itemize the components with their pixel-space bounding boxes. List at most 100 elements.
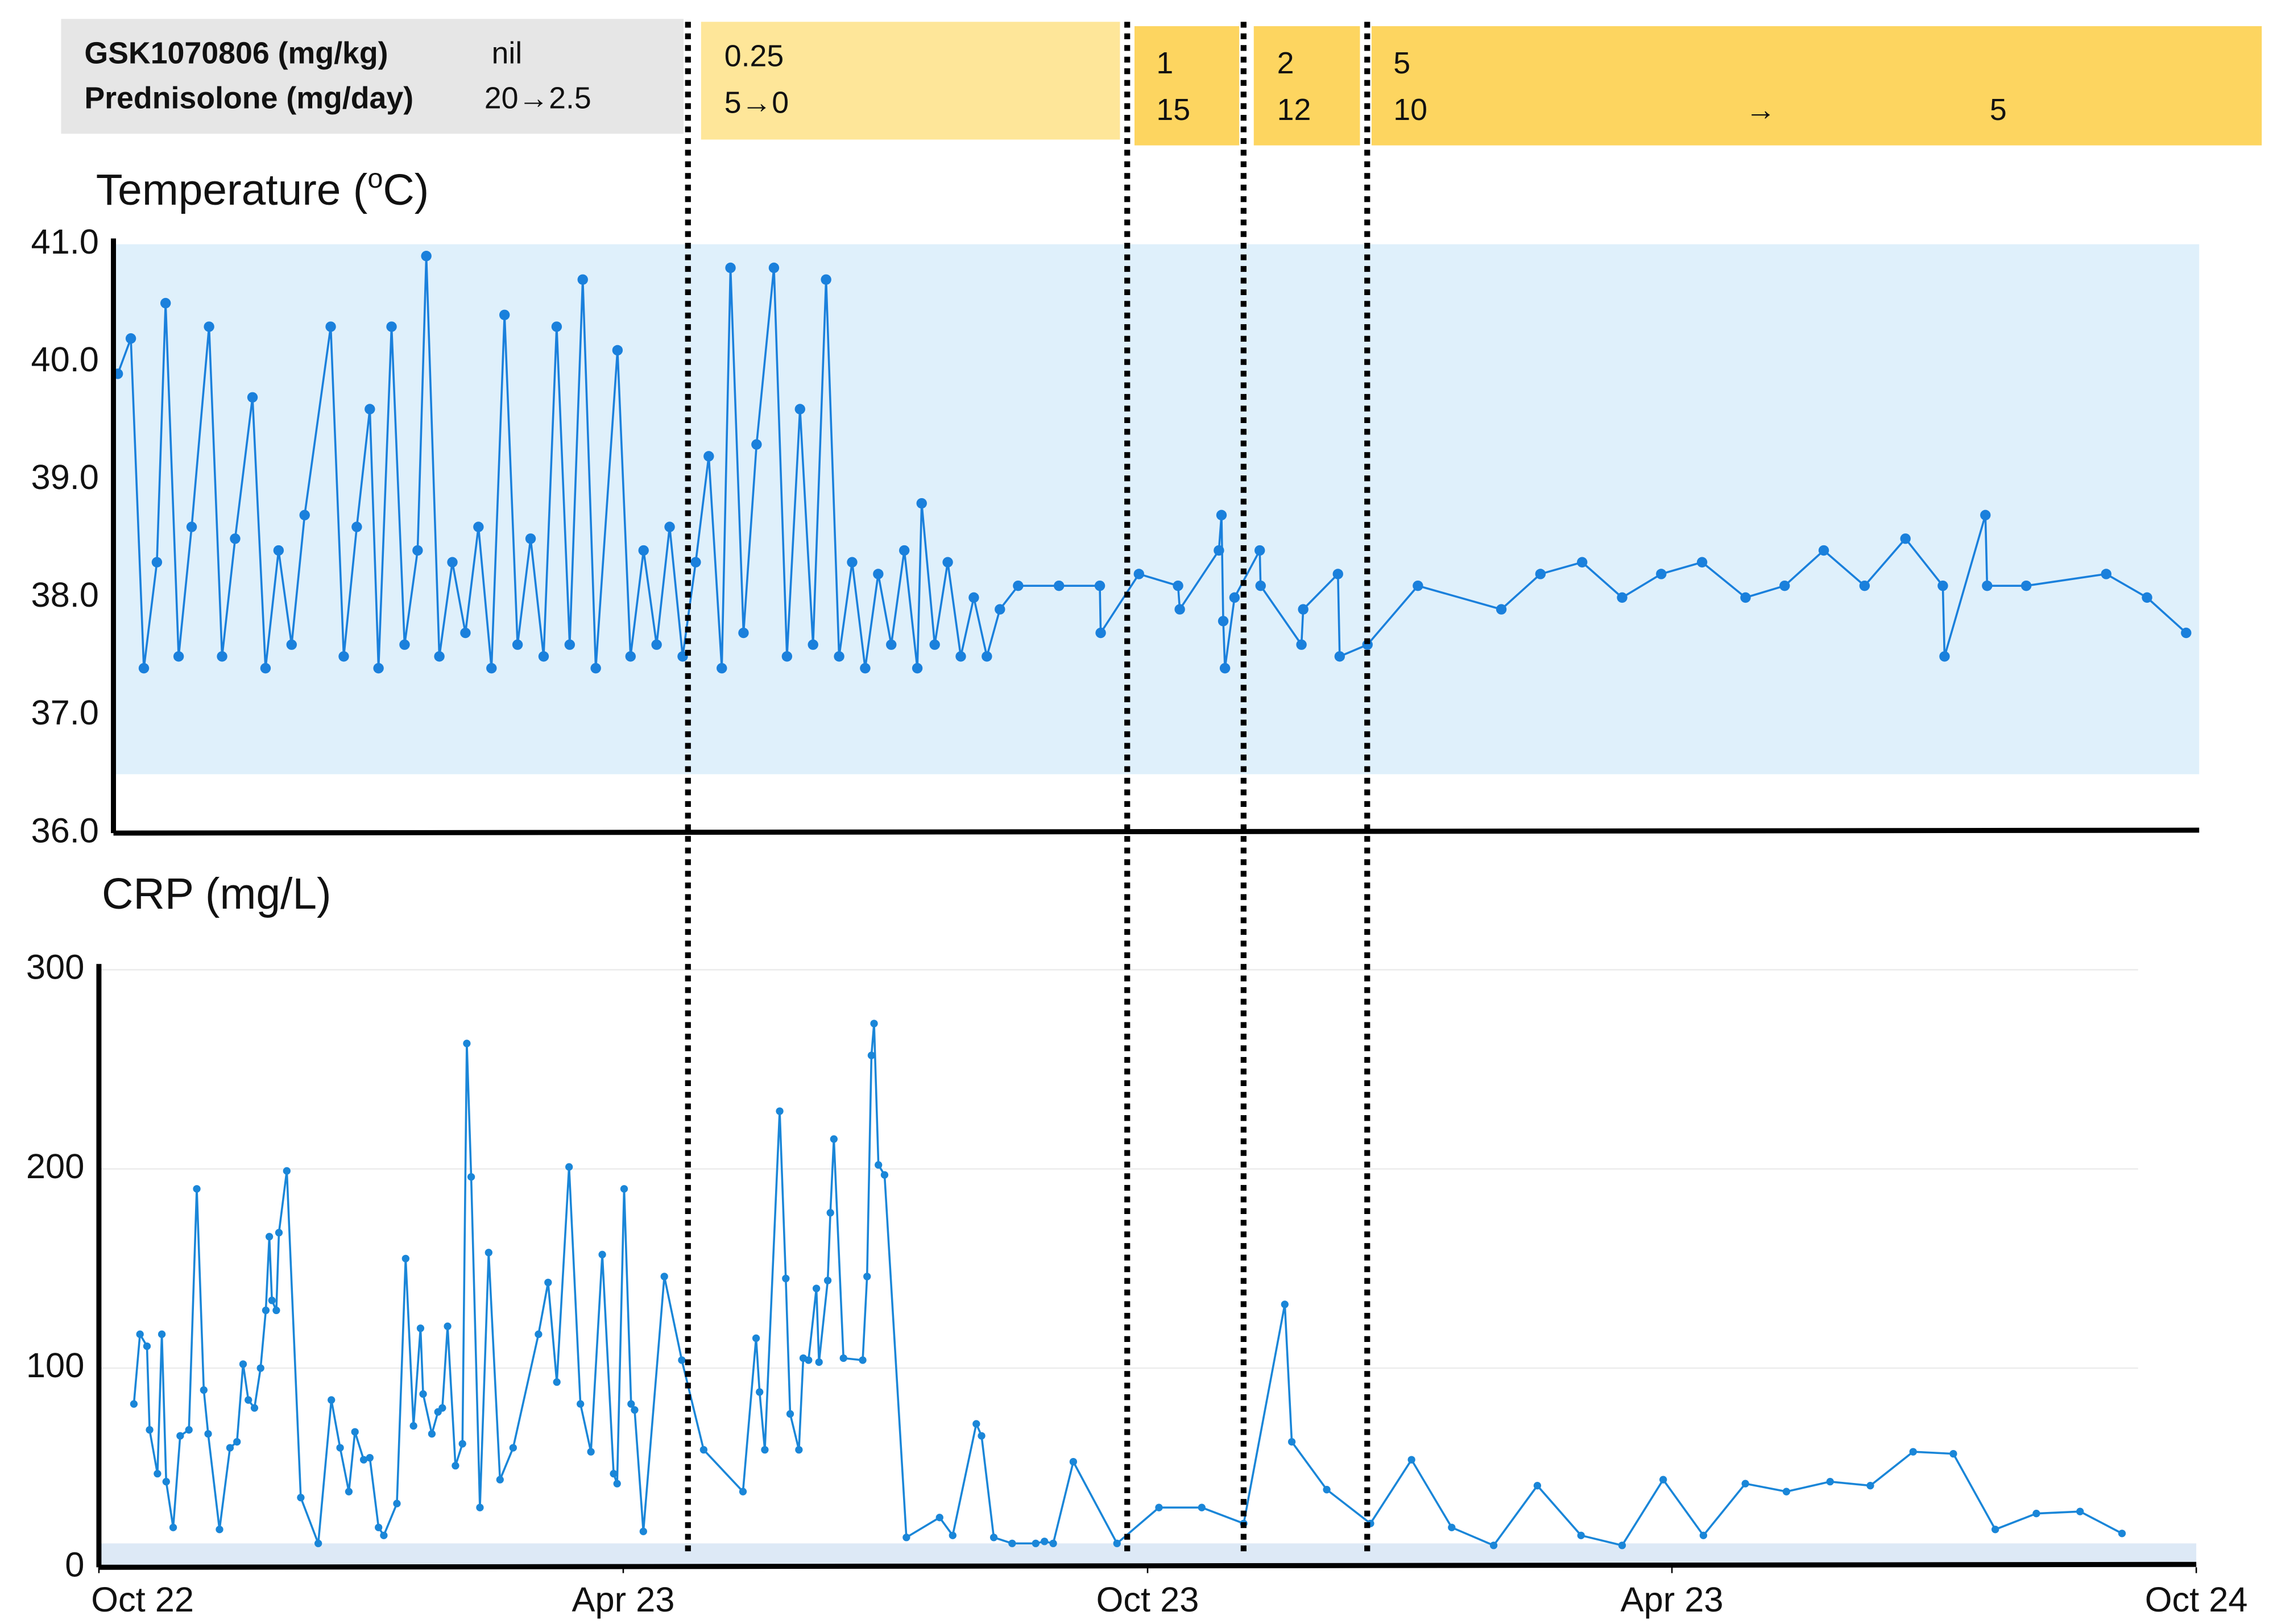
data-point xyxy=(1980,509,1991,521)
data-point xyxy=(717,662,727,674)
dose: 12 xyxy=(1277,93,1311,127)
data-point xyxy=(373,662,384,674)
data-point xyxy=(664,521,675,532)
data-point xyxy=(805,1356,813,1364)
data-point xyxy=(1533,1482,1542,1490)
data-point xyxy=(690,557,701,567)
data-point xyxy=(867,1051,876,1059)
data-point xyxy=(345,1488,353,1495)
data-point xyxy=(703,451,714,462)
dose: 20→2.5 xyxy=(485,81,591,115)
data-point xyxy=(409,1422,417,1430)
data-point xyxy=(1173,580,1183,591)
data-point xyxy=(859,1356,867,1364)
data-point xyxy=(428,1430,436,1438)
data-point xyxy=(949,1531,957,1539)
data-point xyxy=(699,1445,708,1454)
data-point xyxy=(738,627,749,639)
data-point xyxy=(1155,1503,1163,1511)
data-point xyxy=(978,1432,986,1440)
data-point xyxy=(916,498,927,509)
data-point xyxy=(204,321,214,332)
data-point xyxy=(660,1273,668,1281)
data-point xyxy=(873,569,884,579)
data-point xyxy=(1818,545,1829,556)
data-point xyxy=(136,1330,144,1339)
data-point xyxy=(1779,580,1790,591)
data-point xyxy=(1216,509,1227,521)
data-point xyxy=(1413,580,1423,591)
data-point xyxy=(125,333,136,344)
data-point xyxy=(486,662,497,674)
data-point xyxy=(2101,569,2111,579)
data-point xyxy=(587,1448,595,1456)
data-point xyxy=(452,1461,459,1470)
data-point xyxy=(325,321,336,332)
data-point xyxy=(2032,1510,2040,1518)
data-point xyxy=(1866,1482,1874,1490)
data-point xyxy=(631,1406,639,1414)
data-point xyxy=(812,1285,821,1292)
data-point xyxy=(1229,592,1240,603)
data-point xyxy=(245,1396,252,1404)
data-point xyxy=(458,1440,466,1448)
plot-area: 36.0 37.0 38.0 39.0 40.0 41.0 xyxy=(31,222,2200,850)
data-point xyxy=(794,404,806,415)
dose: 5 xyxy=(1990,93,2007,127)
data-point xyxy=(942,557,953,567)
dose: 15 xyxy=(1156,93,1190,127)
data-point xyxy=(176,1432,184,1440)
data-point xyxy=(467,1173,475,1181)
data-point xyxy=(815,1358,823,1366)
data-point xyxy=(613,1480,621,1488)
data-point xyxy=(130,1400,138,1408)
data-point xyxy=(204,1430,212,1438)
x-axis xyxy=(113,827,2200,836)
data-point xyxy=(768,262,780,274)
data-point xyxy=(1298,604,1309,615)
data-point xyxy=(351,1428,359,1436)
data-point xyxy=(1782,1488,1791,1495)
data-point xyxy=(989,1534,998,1542)
data-point xyxy=(239,1360,247,1368)
data-point xyxy=(160,297,171,309)
data-point xyxy=(612,345,623,356)
data-point xyxy=(1113,1539,1121,1547)
data-point xyxy=(1094,580,1105,591)
data-point xyxy=(2142,592,2152,603)
data-point xyxy=(639,1527,647,1535)
x-tick-label: Apr 23 xyxy=(1621,1580,1724,1619)
data-point xyxy=(912,662,923,674)
data-point xyxy=(434,651,445,662)
data-point xyxy=(256,1364,264,1372)
data-point xyxy=(847,557,858,567)
data-point xyxy=(1008,1539,1016,1547)
data-point xyxy=(1049,1539,1057,1547)
data-point xyxy=(786,1410,794,1418)
data-point xyxy=(268,1296,276,1304)
data-point xyxy=(525,533,536,544)
data-point xyxy=(200,1386,208,1394)
y-tick-label: 200 xyxy=(26,1147,84,1186)
data-point xyxy=(781,651,793,662)
y-tick-label: 37.0 xyxy=(31,693,98,732)
data-point xyxy=(509,1444,517,1452)
data-point xyxy=(935,1514,943,1522)
data-point xyxy=(1219,662,1231,674)
data-point xyxy=(782,1274,790,1283)
data-point xyxy=(627,1400,635,1408)
dosing-box xyxy=(1134,26,1240,146)
data-point xyxy=(416,1324,425,1332)
data-point xyxy=(186,521,197,532)
data-point xyxy=(1618,1542,1626,1550)
data-point xyxy=(1949,1449,1957,1458)
data-point xyxy=(553,1378,561,1386)
x-tick-label: Apr 23 xyxy=(572,1580,675,1619)
y-tick-label: 41.0 xyxy=(31,222,98,262)
data-point xyxy=(421,251,432,262)
data-point xyxy=(821,274,831,285)
data-point xyxy=(275,1229,283,1237)
data-point xyxy=(485,1249,492,1257)
data-point xyxy=(273,545,284,556)
